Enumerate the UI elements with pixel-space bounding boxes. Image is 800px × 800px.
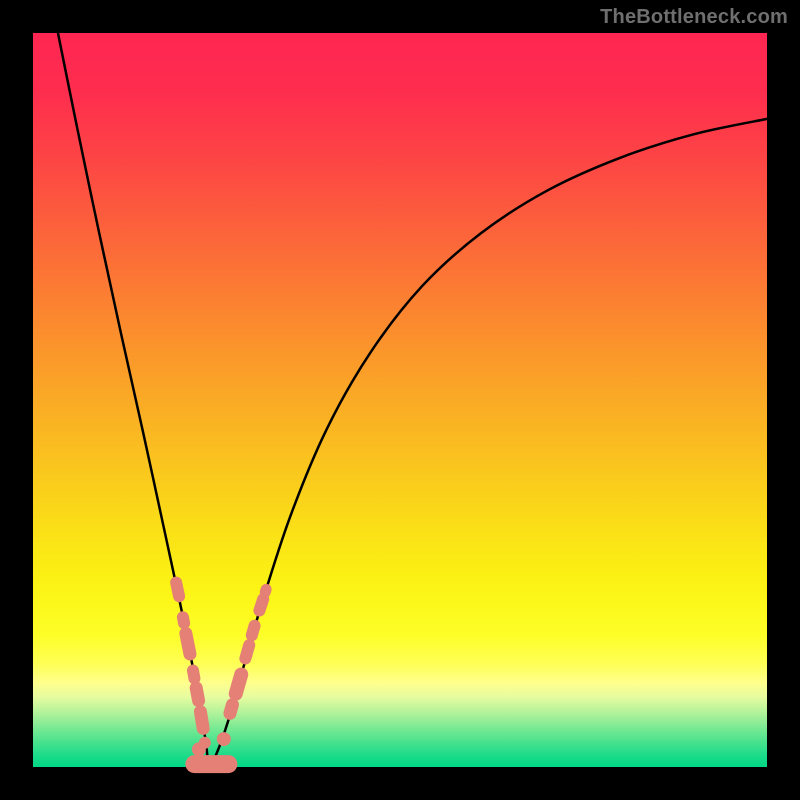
plot-area <box>33 33 767 767</box>
bead-dot <box>217 732 231 746</box>
chart-svg <box>0 0 800 800</box>
chart-canvas: TheBottleneck.com <box>0 0 800 800</box>
bead-dot <box>199 737 211 749</box>
watermark-text: TheBottleneck.com <box>600 6 788 29</box>
bead-bottom-blob <box>185 755 237 773</box>
